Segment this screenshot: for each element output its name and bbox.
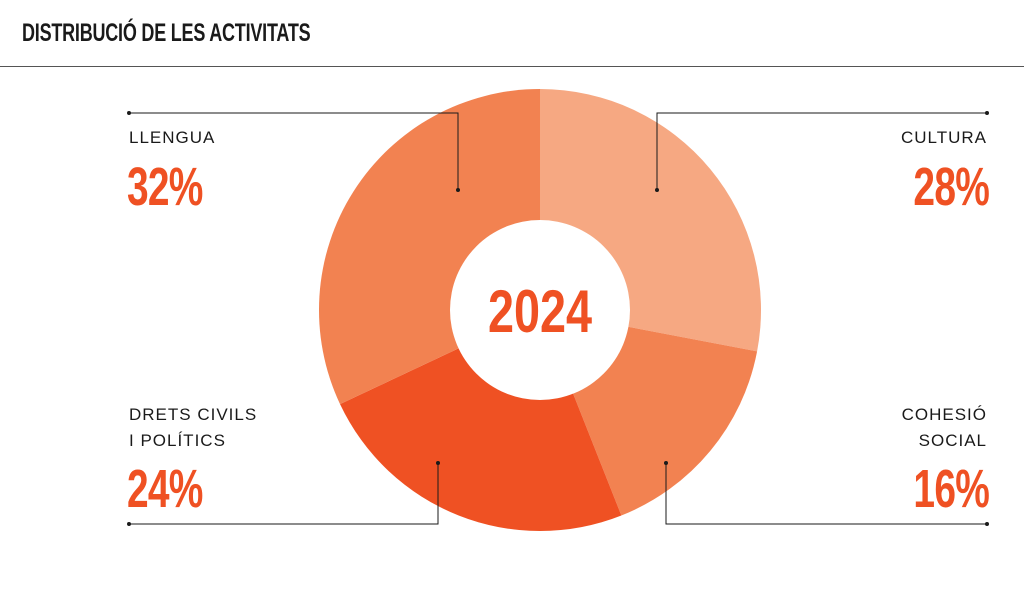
leader-line-llengua — [129, 112, 459, 190]
leader-line-cohesio — [665, 463, 987, 525]
leader-dot — [664, 461, 668, 465]
leader-dot — [655, 188, 659, 192]
leader-line-drets — [129, 463, 439, 525]
leader-dot — [456, 188, 460, 192]
leader-line-cultura — [656, 112, 987, 190]
pct-cultura: 28% — [913, 157, 989, 217]
label-cohesio-line1: COHESIÓ — [901, 405, 987, 424]
leader-dot — [985, 111, 989, 115]
label-drets-line1: DRETS CIVILS — [129, 405, 258, 424]
center-year-label: 2024 — [488, 278, 592, 345]
pct-cohesio: 16% — [913, 459, 989, 519]
page-title: DISTRIBUCIÓ DE LES ACTIVITATS — [22, 19, 311, 47]
leader-dot — [127, 522, 131, 526]
label-cohesio-line2: SOCIAL — [918, 431, 987, 450]
leader-dot — [436, 461, 440, 465]
leader-dot — [127, 111, 131, 115]
leader-dot — [985, 522, 989, 526]
label-llengua: LLENGUA — [129, 128, 216, 147]
title-divider — [0, 66, 1024, 67]
label-drets-line2: I POLÍTICS — [129, 431, 226, 450]
label-cultura: CULTURA — [900, 128, 987, 147]
donut-hole — [450, 220, 630, 400]
pct-drets: 24% — [127, 459, 203, 519]
pct-llengua: 32% — [127, 157, 203, 217]
